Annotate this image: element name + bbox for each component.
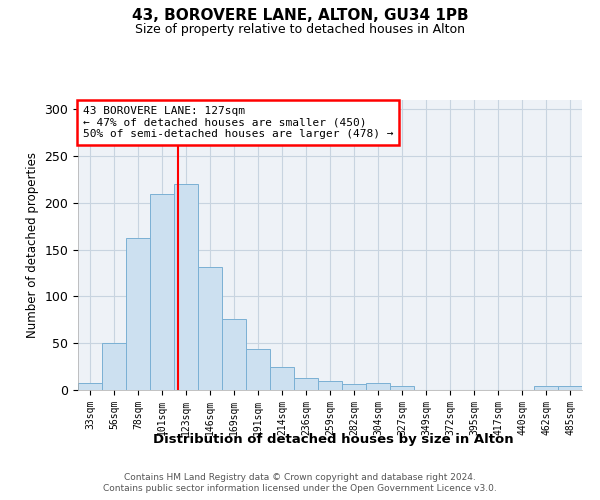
Bar <box>78 382 102 390</box>
Bar <box>150 194 174 390</box>
Text: 43, BOROVERE LANE, ALTON, GU34 1PB: 43, BOROVERE LANE, ALTON, GU34 1PB <box>131 8 469 22</box>
Y-axis label: Number of detached properties: Number of detached properties <box>26 152 39 338</box>
Bar <box>222 319 246 390</box>
Bar <box>318 380 342 390</box>
Text: Contains HM Land Registry data © Crown copyright and database right 2024.: Contains HM Land Registry data © Crown c… <box>124 472 476 482</box>
Bar <box>534 386 558 390</box>
Text: Size of property relative to detached houses in Alton: Size of property relative to detached ho… <box>135 22 465 36</box>
Bar <box>294 378 318 390</box>
Text: 43 BOROVERE LANE: 127sqm
← 47% of detached houses are smaller (450)
50% of semi-: 43 BOROVERE LANE: 127sqm ← 47% of detach… <box>83 106 394 139</box>
Bar <box>174 184 198 390</box>
Bar <box>102 343 126 390</box>
Bar <box>558 386 582 390</box>
Text: Distribution of detached houses by size in Alton: Distribution of detached houses by size … <box>152 432 514 446</box>
Bar <box>366 382 390 390</box>
Text: Contains public sector information licensed under the Open Government Licence v3: Contains public sector information licen… <box>103 484 497 493</box>
Bar <box>342 384 366 390</box>
Bar <box>198 268 222 390</box>
Bar <box>270 366 294 390</box>
Bar <box>126 238 150 390</box>
Bar <box>246 349 270 390</box>
Bar <box>390 386 414 390</box>
